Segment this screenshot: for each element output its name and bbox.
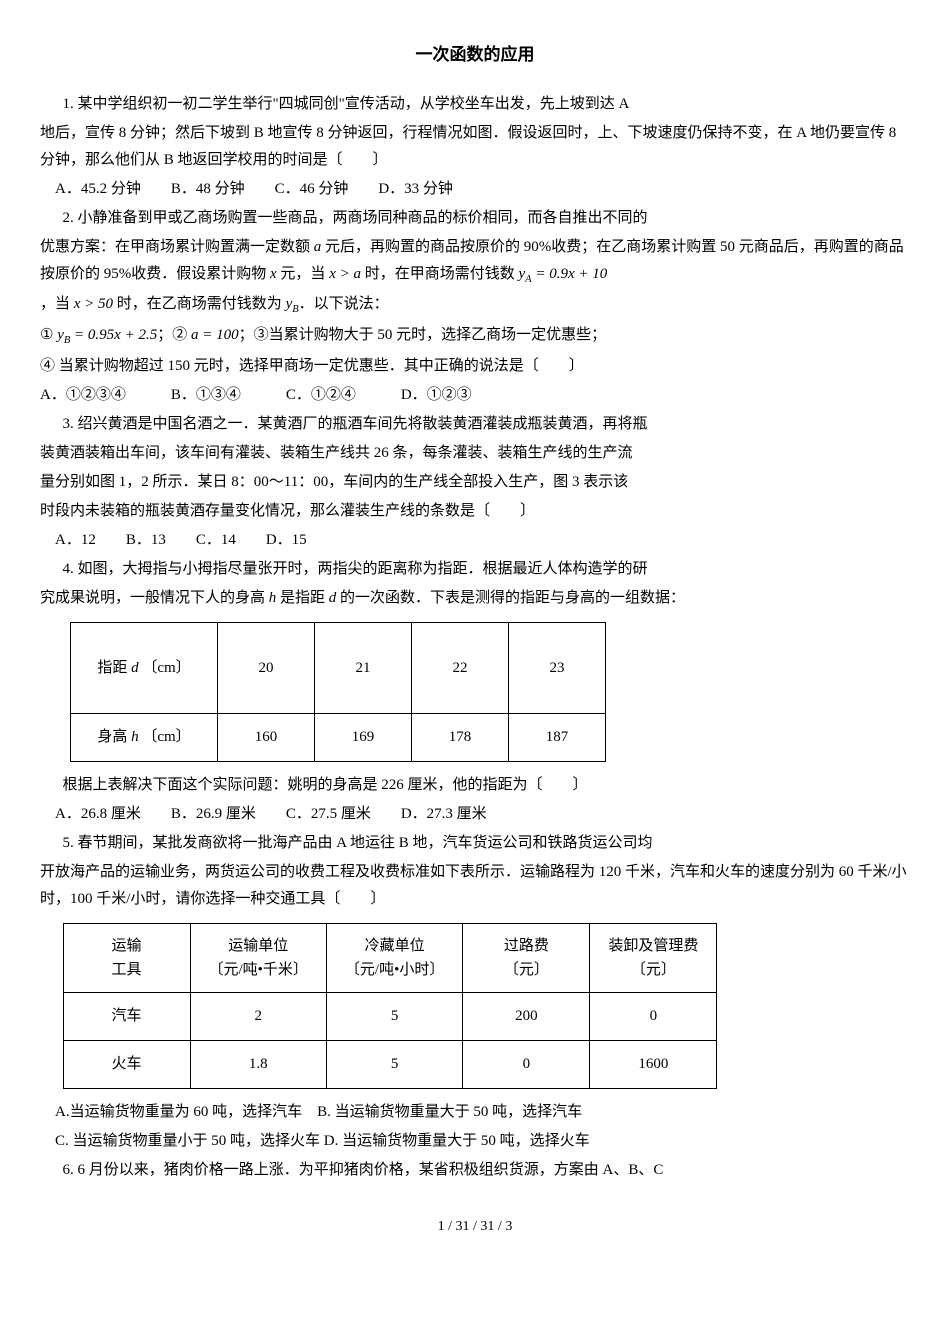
table-cell: 5 [326,1041,462,1089]
q3-line1: 3. 绍兴黄酒是中国名酒之一．某黄酒厂的瓶酒车间先将散装黄酒灌装成瓶装黄酒，再将… [40,411,910,438]
page-title: 一次函数的应用 [40,40,910,71]
q2-line3: ，当 x > 50 时，在乙商场需付钱数为 yB．以下说法： [40,291,910,320]
table-row: 火车 1.8 5 0 1600 [63,1041,717,1089]
q2-text: 元，当 [277,266,330,282]
table-row: 指距 d 〔cm〕 20 21 22 23 [71,623,606,714]
label: 指距 [97,660,131,676]
var-h: h [131,729,139,745]
q5-options-ab: A.当运输货物重量为 60 吨，选择汽车 B. 当运输货物重量大于 50 吨，选… [40,1099,910,1126]
table-cell: 5 [326,993,462,1041]
q1-options: A．45.2 分钟 B．48 分钟 C．46 分钟 D．33 分钟 [40,176,910,203]
q4-line2: 究成果说明，一般情况下人的身高 h 是指距 d 的一次函数．下表是测得的指距与身… [40,585,910,612]
q2-text: 时，在甲商场需付钱数 [361,266,519,282]
q2-text: 优惠方案：在甲商场累计购置满一定数额 [40,239,314,255]
expr: a = 100 [191,327,239,343]
q5-options-cd: C. 当运输货物重量小于 50 吨，选择火车 D. 当运输货物重量大于 50 吨… [40,1128,910,1155]
q4-text: 是指距 [276,590,329,606]
cell-text: 运输工具 [82,934,172,982]
label: 〔cm〕 [142,729,190,745]
table-row: 身高 h 〔cm〕 160 169 178 187 [71,714,606,762]
q3-line2: 装黄酒装箱出车间，该车间有灌装、装箱生产线共 26 条，每条灌装、装箱生产线的生… [40,440,910,467]
q2-stmt3: ④ 当累计购物超过 150 元时，选择甲商场一定优惠些．其中正确的说法是〔 〕 [40,353,910,380]
q4-options: A．26.8 厘米 B．26.9 厘米 C．27.5 厘米 D．27.3 厘米 [40,801,910,828]
table-cell: 0 [463,1041,590,1089]
q3-line3: 量分别如图 1，2 所示．某日 8：00～11：00，车间内的生产线全部投入生产… [40,469,910,496]
table-header-cell: 身高 h 〔cm〕 [71,714,218,762]
q5-line1: 5. 春节期间，某批发商欲将一批海产品由 A 地运往 B 地，汽车货运公司和铁路… [40,830,910,857]
q3-line4: 时段内未装箱的瓶装黄酒存量变化情况，那么灌装生产线的条数是〔 〕 [40,498,910,525]
table-cell: 178 [412,714,509,762]
label: 〔cm〕 [142,660,190,676]
cell-text: 过路费〔元〕 [481,934,571,982]
cell-text: 装卸及管理费〔元〕 [608,934,698,982]
q4-text: 的一次函数．下表是测得的指距与身高的一组数据： [336,590,685,606]
table-cell: 200 [463,993,590,1041]
table-cell: 21 [315,623,412,714]
q4-text: 究成果说明，一般情况下人的身高 [40,590,269,606]
q4-table: 指距 d 〔cm〕 20 21 22 23 身高 h 〔cm〕 160 169 … [70,622,606,762]
table-cell: 0 [590,993,717,1041]
expr: x > 50 [74,296,113,312]
q2-text: 时，在乙商场需付钱数为 [113,296,286,312]
table-row: 运输工具 运输单位〔元/吨•千米〕 冷藏单位〔元/吨•小时〕 过路费〔元〕 装卸… [63,924,717,993]
var-x: x [270,266,277,282]
q2-text: ，当 [40,296,74,312]
var-d: d [131,660,139,676]
cell-text: 冷藏单位〔元/吨•小时〕 [345,934,444,982]
q2-statements: ① yB = 0.95x + 2.5；② a = 100；③当累计购物大于 50… [40,322,910,351]
q4-after: 根据上表解决下面这个实际问题：姚明的身高是 226 厘米，他的指距为〔 〕 [40,772,910,799]
q3-options: A．12 B．13 C．14 D．15 [40,527,910,554]
table-cell: 20 [218,623,315,714]
table-cell: 169 [315,714,412,762]
table-header-cell: 运输单位〔元/吨•千米〕 [190,924,326,993]
q1-line1: 1. 某中学组织初一初二学生举行"四城同创"宣传活动，从学校坐车出发，先上坡到达… [40,91,910,118]
q2-text: ．以下说法： [299,296,389,312]
q2-line1: 2. 小静准备到甲或乙商场购置一些商品，两商场同种商品的标价相同，而各自推出不同… [40,205,910,232]
table-row: 汽车 2 5 200 0 [63,993,717,1041]
expr: yB = 0.95x + 2.5 [57,327,157,343]
label: 身高 [97,729,131,745]
q2-text: ；③当累计购物大于 50 元时，选择乙商场一定优惠些； [239,327,607,343]
table-header-cell: 指距 d 〔cm〕 [71,623,218,714]
table-cell: 22 [412,623,509,714]
cell-text: 运输单位〔元/吨•千米〕 [209,934,308,982]
table-cell: 1600 [590,1041,717,1089]
table-header-cell: 过路费〔元〕 [463,924,590,993]
table-cell: 187 [509,714,606,762]
expr: yA = 0.9x + 10 [518,266,607,282]
q2-text: ；② [157,327,191,343]
q1-line2: 地后，宣传 8 分钟；然后下坡到 B 地宣传 8 分钟返回，行程情况如图．假设返… [40,120,910,174]
q5-line2: 开放海产品的运输业务，两货运公司的收费工程及收费标准如下表所示．运输路程为 12… [40,859,910,913]
table-cell: 23 [509,623,606,714]
table-cell: 火车 [63,1041,190,1089]
expr: x > a [329,266,361,282]
q6-line1: 6. 6 月份以来，猪肉价格一路上涨．为平抑猪肉价格，某省积极组织货源，方案由 … [40,1157,910,1184]
page-footer: 1 / 31 / 31 / 3 [40,1214,910,1239]
table-header-cell: 装卸及管理费〔元〕 [590,924,717,993]
table-cell: 2 [190,993,326,1041]
table-cell: 汽车 [63,993,190,1041]
table-header-cell: 冷藏单位〔元/吨•小时〕 [326,924,462,993]
table-cell: 160 [218,714,315,762]
q2-options: A．①②③④ B．①③④ C．①②④ D．①②③ [40,382,910,409]
table-cell: 1.8 [190,1041,326,1089]
table-header-cell: 运输工具 [63,924,190,993]
q5-table: 运输工具 运输单位〔元/吨•千米〕 冷藏单位〔元/吨•小时〕 过路费〔元〕 装卸… [63,923,718,1089]
q2-line2: 优惠方案：在甲商场累计购置满一定数额 a 元后，再购置的商品按原价的 90%收费… [40,234,910,290]
q2-text: ① [40,327,57,343]
var-yb: yB [286,296,299,312]
q4-line1: 4. 如图，大拇指与小拇指尽量张开时，两指尖的距离称为指距．根据最近人体构造学的… [40,556,910,583]
